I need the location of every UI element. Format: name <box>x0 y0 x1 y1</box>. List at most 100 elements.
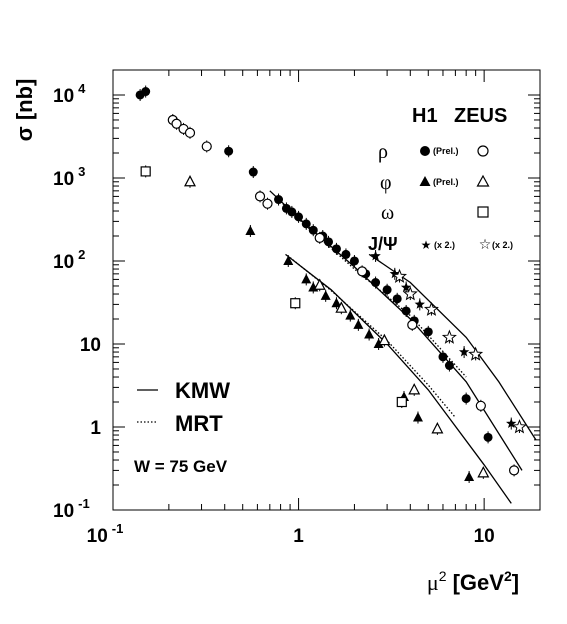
h1-filled-circle-point <box>483 432 493 442</box>
x-axis-label: μ2 [GeV2] <box>427 568 519 595</box>
zeus-open-star-point <box>512 419 527 434</box>
h1-filled-circle-point <box>392 294 402 304</box>
h1-filled-triangle-point <box>245 225 256 235</box>
h1-filled-triangle-point <box>353 319 364 329</box>
legend-h1-jpsi-note: (x 2.) <box>434 240 455 250</box>
legend-particle-jpsi: J/Ψ <box>368 234 398 254</box>
h1-filled-circle-point <box>423 327 433 337</box>
legend-zeus-jpsi-note: (x 2.) <box>492 240 513 250</box>
h1-filled-circle-point <box>141 87 151 97</box>
legend-h1-phi-note: (Prel.) <box>433 177 459 187</box>
h1-filled-star-point <box>400 281 412 292</box>
h1-filled-triangle-point <box>464 471 475 481</box>
h1-filled-triangle-point <box>283 255 294 265</box>
zeus-open-triangle-point <box>184 174 196 187</box>
h1-filled-circle-point <box>274 195 284 205</box>
h1-filled-triangle-point <box>301 273 312 284</box>
zeus-open-triangle-point <box>378 333 391 346</box>
h1-filled-circle-point <box>444 361 454 371</box>
zeus-open-triangle-point <box>335 301 348 313</box>
zeus-open-square-point <box>290 298 301 309</box>
zeus-open-circle-point <box>475 400 486 411</box>
zeus-open-square-point <box>140 166 151 177</box>
legend-h1-jpsi-marker: ★ <box>421 238 432 252</box>
h1-filled-star-point <box>458 346 470 357</box>
h1-filled-star-point <box>389 268 400 279</box>
h1-filled-triangle-point <box>364 329 375 339</box>
energy-label: W = 75 GeV <box>134 457 228 476</box>
legend-zeus-phi-marker <box>476 174 490 187</box>
legend-header-zeus: ZEUS <box>454 105 507 127</box>
zeus-open-triangle-point <box>431 422 444 434</box>
y-tick-label: 10 2 <box>53 247 85 273</box>
zeus-open-circle-point <box>254 191 266 202</box>
h1-filled-triangle-point <box>320 290 331 300</box>
zeus-open-triangle-point <box>313 278 326 290</box>
legend-h1-rho-note: (Prel.) <box>433 146 459 156</box>
legend-particle-omega: ω <box>381 202 394 224</box>
h1-filled-circle-point <box>382 285 392 295</box>
h1-filled-star-point <box>414 298 425 309</box>
zeus-open-circle-point <box>171 118 182 129</box>
h1-filled-triangle-point <box>412 412 423 422</box>
zeus-open-triangle-point <box>477 466 490 478</box>
legend-kmw-label: KMW <box>175 378 230 403</box>
y-tick-label: 10 4 <box>53 81 86 107</box>
h1-filled-circle-point <box>401 306 411 316</box>
h1-filled-circle-point <box>248 167 258 177</box>
h1-filled-triangle-point <box>331 297 342 308</box>
kmw-curve <box>269 190 523 471</box>
legend-h1-phi-marker <box>419 176 431 186</box>
h1-filled-circle-point <box>438 352 448 362</box>
legend-zeus-rho-marker <box>477 145 489 157</box>
kmw-curve <box>285 253 512 504</box>
plot-frame <box>112 69 541 511</box>
h1-filled-circle-point <box>371 278 381 288</box>
legend-zeus-omega-marker <box>477 206 489 218</box>
h1-filled-circle-point <box>294 212 304 222</box>
zeus-open-circle-point <box>314 232 325 243</box>
model-curves <box>269 190 537 504</box>
h1-filled-triangle-point <box>373 338 384 348</box>
zeus-open-star-point <box>402 286 418 301</box>
h1-filled-circle-point <box>324 237 334 247</box>
zeus-open-star-point <box>468 346 484 361</box>
x-tick-label: 1 <box>293 526 304 547</box>
y-tick-label: 10 -1 <box>53 496 90 522</box>
zeus-open-star-point <box>423 301 439 316</box>
h1-filled-circle-point <box>349 256 359 266</box>
h1-filled-star-point <box>506 418 517 428</box>
zeus-open-circle-point <box>262 198 273 209</box>
legend-zeus-jpsi-marker: ☆ <box>479 236 492 252</box>
h1-filled-circle-point <box>224 146 234 156</box>
zeus-open-circle-point <box>407 319 418 330</box>
axis-ticks <box>112 69 541 511</box>
legend: H1 ZEUS ρ (Prel.) φ (Prel.) ω J/Ψ ★ (x 2… <box>134 105 513 476</box>
legend-particle-phi: φ <box>380 172 392 194</box>
legend-mrt-label: MRT <box>175 411 223 436</box>
h1-filled-circle-point <box>341 249 351 259</box>
zeus-open-circle-point <box>508 465 520 476</box>
y-tick-label: 10 3 <box>53 164 85 190</box>
h1-filled-star-point <box>370 250 381 261</box>
legend-h1-rho-marker <box>420 146 430 156</box>
h1-filled-circle-point <box>461 394 471 404</box>
zeus-open-circle-point <box>201 141 212 152</box>
h1-filled-circle-point <box>331 244 341 254</box>
zeus-open-circle-point <box>184 127 196 138</box>
y-tick-label: 1 <box>90 418 101 439</box>
h1-filled-circle-point <box>308 225 318 235</box>
y-axis-label: σ [nb] <box>12 79 37 142</box>
y-tick-label: 10 <box>80 335 101 356</box>
zeus-open-star-point <box>441 329 457 344</box>
zeus-open-star-point <box>391 268 408 283</box>
legend-header-h1: H1 <box>412 105 438 127</box>
h1-filled-circle-point <box>287 207 297 217</box>
data-points <box>135 85 527 483</box>
zeus-open-square-point <box>396 396 407 408</box>
legend-particle-rho: ρ <box>378 141 388 163</box>
zeus-open-circle-point <box>357 266 368 277</box>
h1-filled-triangle-point <box>345 310 356 320</box>
x-tick-label: 10 <box>474 526 495 547</box>
